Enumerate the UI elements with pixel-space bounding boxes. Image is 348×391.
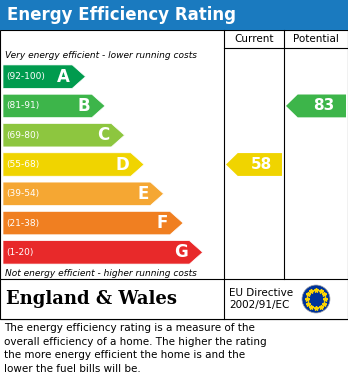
Text: A: A	[57, 68, 70, 86]
Text: Current: Current	[234, 34, 274, 44]
Polygon shape	[3, 212, 183, 235]
Polygon shape	[3, 65, 86, 88]
Text: F: F	[157, 214, 168, 232]
Circle shape	[302, 285, 330, 313]
Text: D: D	[115, 156, 129, 174]
Text: (92-100): (92-100)	[6, 72, 45, 81]
Polygon shape	[3, 240, 203, 264]
Polygon shape	[286, 95, 346, 117]
Text: Potential: Potential	[293, 34, 339, 44]
Polygon shape	[3, 124, 125, 147]
Text: EU Directive
2002/91/EC: EU Directive 2002/91/EC	[229, 288, 293, 310]
Text: C: C	[97, 126, 109, 144]
Polygon shape	[3, 182, 164, 206]
Bar	[0, 0, 348, 30]
Text: (55-68): (55-68)	[6, 160, 39, 169]
Bar	[0, 279, 348, 319]
Text: Energy Efficiency Rating: Energy Efficiency Rating	[7, 6, 236, 24]
Text: The energy efficiency rating is a measure of the
overall efficiency of a home. T: The energy efficiency rating is a measur…	[4, 323, 267, 374]
Bar	[0, 30, 348, 319]
Text: Not energy efficient - higher running costs: Not energy efficient - higher running co…	[5, 269, 197, 278]
Polygon shape	[3, 94, 105, 118]
Text: England & Wales: England & Wales	[6, 290, 177, 308]
Text: (1-20): (1-20)	[6, 248, 33, 257]
Text: G: G	[174, 243, 188, 261]
Polygon shape	[226, 153, 282, 176]
Text: (21-38): (21-38)	[6, 219, 39, 228]
Text: 58: 58	[251, 157, 272, 172]
Text: (69-80): (69-80)	[6, 131, 39, 140]
Text: E: E	[137, 185, 148, 203]
Text: (39-54): (39-54)	[6, 189, 39, 198]
Text: 83: 83	[313, 99, 334, 113]
Polygon shape	[3, 153, 144, 176]
Text: B: B	[77, 97, 90, 115]
Text: (81-91): (81-91)	[6, 101, 39, 110]
Text: Very energy efficient - lower running costs: Very energy efficient - lower running co…	[5, 50, 197, 59]
